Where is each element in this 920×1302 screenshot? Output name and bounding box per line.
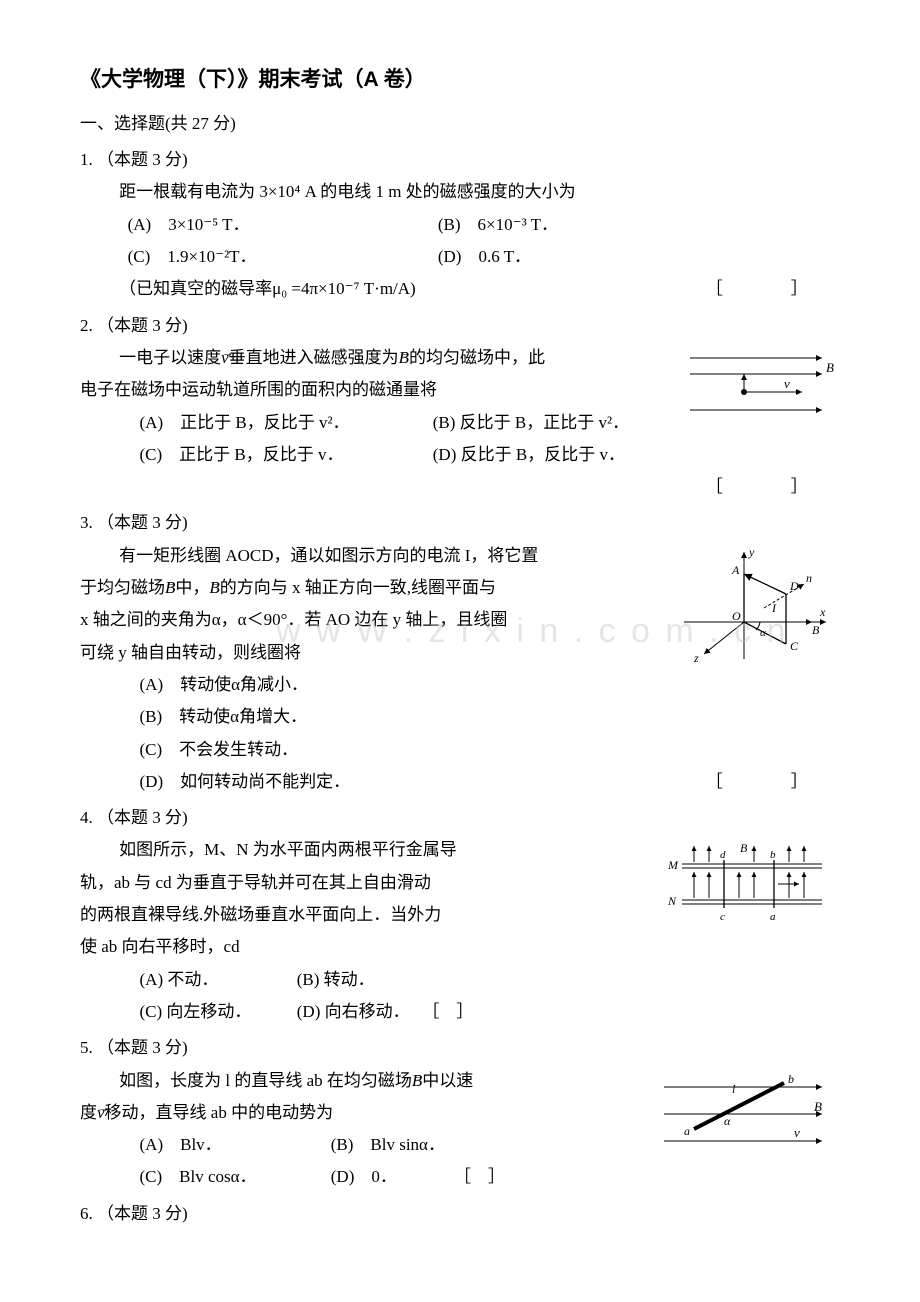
q4-opt-a: (A) 不动． xyxy=(140,964,293,996)
fig2-label-B: B xyxy=(826,360,834,375)
q2-opt-d: (D) 反比于 B，反比于 v． xyxy=(433,439,625,471)
q2-opt-b: (B) 反比于 B，正比于 v²． xyxy=(433,407,629,439)
q4-opt-b: (B) 转动． xyxy=(297,964,375,996)
answer-bracket: ［ ］ xyxy=(706,766,834,798)
q1-opt-b: (B) 6×10⁻³ T． xyxy=(438,209,558,241)
question-3: 3. （本题 3 分) y x z A O C D n I B α xyxy=(80,507,840,798)
answer-bracket: ［ ］ xyxy=(706,273,834,305)
q2-line1c: 的均匀磁场中，此 xyxy=(409,348,545,367)
q3-line2b: 中， xyxy=(175,578,209,597)
q4-num: 4. （本题 3 分) xyxy=(80,802,840,834)
question-4: 4. （本题 3 分) M N c a d b xyxy=(80,802,840,1028)
q6-num: 6. （本题 3 分) xyxy=(80,1198,840,1230)
fig3-D: D xyxy=(789,579,799,593)
fig4-B: B xyxy=(740,841,748,855)
fig3-z: z xyxy=(693,651,699,665)
q3-line2c: 的方向与 x 轴正方向一致,线圈平面与 xyxy=(220,578,496,597)
q3-opt-d: (D) 如何转动尚不能判定． xyxy=(140,772,351,791)
q5-opt-c: (C) Blv cosα． xyxy=(140,1161,327,1193)
q1-opt-a: (A) 3×10⁻⁵ T． xyxy=(128,209,434,241)
fig4-M: M xyxy=(667,858,679,872)
fig3-x: x xyxy=(819,605,826,619)
answer-bracket: ［ ］ xyxy=(422,1002,473,1021)
q1-num: 1. （本题 3 分) xyxy=(80,144,840,176)
q5-opt-a: (A) Blv． xyxy=(140,1129,327,1161)
section-heading: 一、选择题(共 27 分) xyxy=(80,108,840,140)
q2-opt-a: (A) 正比于 B，反比于 v²． xyxy=(140,407,429,439)
fig3-C: C xyxy=(790,639,799,653)
fig5-l: l xyxy=(732,1082,736,1096)
fig2-label-v: v xyxy=(784,376,790,391)
q3-opt-a: (A) 转动使α角减小． xyxy=(80,669,840,701)
fig4-c: c xyxy=(720,911,725,923)
q2-line1a: 一电子以速度 xyxy=(119,348,221,367)
fig3-A: A xyxy=(731,563,740,577)
fig3-n: n xyxy=(806,571,812,585)
q5-opt-b: (B) Blv sinα． xyxy=(331,1129,445,1161)
q3-opt-b: (B) 转动使α角增大． xyxy=(80,701,840,733)
q2-line1b: 垂直地进入磁感强度为 xyxy=(229,348,399,367)
q5-line2b: 移动，直导线 ab 中的电动势为 xyxy=(105,1103,334,1122)
q5-line1a: 如图，长度为 l 的直导线 ab 在均匀磁场 xyxy=(119,1071,412,1090)
fig3-I: I xyxy=(771,601,777,615)
question-5: 5. （本题 3 分) B v a b l α 如图，长度为 l 的直导线 ab… xyxy=(80,1032,840,1193)
fig3-O: O xyxy=(732,609,741,623)
q4-opt-d: (D) 向右移动． xyxy=(297,996,410,1028)
fig5-v: v xyxy=(794,1125,800,1140)
fig5-B: B xyxy=(814,1099,822,1114)
figure-q4: M N c a d b B xyxy=(654,838,834,928)
figure-q3: y x z A O C D n I B α xyxy=(674,544,834,674)
fig3-alpha: α xyxy=(760,627,766,639)
q5-num: 5. （本题 3 分) xyxy=(80,1032,840,1064)
question-2: 2. （本题 3 分) B v 一电子以速度 v 垂直地进入磁感强度为 B 的均匀磁场中… xyxy=(80,310,840,504)
q2-opt-c: (C) 正比于 B，反比于 v． xyxy=(140,439,429,471)
q1-opt-d: (D) 0.6 T． xyxy=(438,241,531,273)
q3-opt-c: (C) 不会发生转动． xyxy=(80,734,840,766)
q1-opt-c: (C) 1.9×10⁻²T． xyxy=(128,241,434,273)
q1-note: （已知真空的磁导率μ₀ =4π×10⁻⁷ T·m/A) xyxy=(119,279,416,298)
answer-bracket: ［ ］ xyxy=(706,471,834,503)
q4-line4: 使 ab 向右平移时，cd xyxy=(80,931,840,963)
fig4-a: a xyxy=(770,911,776,923)
answer-bracket: ［ ］ xyxy=(454,1167,505,1186)
question-6: 6. （本题 3 分) xyxy=(80,1198,840,1230)
q3-line2a: 于均匀磁场 xyxy=(80,578,165,597)
fig4-N: N xyxy=(667,894,677,908)
fig4-d: d xyxy=(720,849,726,861)
q4-opt-c: (C) 向左移动． xyxy=(140,996,293,1028)
figure-q2: B v xyxy=(684,346,834,424)
fig3-B: B xyxy=(812,623,820,637)
q5-line1b: 中以速 xyxy=(422,1071,473,1090)
fig5-b: b xyxy=(788,1072,794,1086)
q1-stem: 距一根载有电流为 3×10⁴ A 的电线 1 m 处的磁感强度的大小为 xyxy=(80,176,840,208)
fig3-y: y xyxy=(748,545,755,559)
q2-num: 2. （本题 3 分) xyxy=(80,310,840,342)
exam-title: 《大学物理（下）》期末考试（A 卷） xyxy=(80,60,840,100)
q5-opt-d: (D) 0． xyxy=(331,1161,450,1193)
fig4-b: b xyxy=(770,849,776,861)
q5-line2a: 度 xyxy=(80,1103,97,1122)
question-1: 1. （本题 3 分) 距一根载有电流为 3×10⁴ A 的电线 1 m 处的磁… xyxy=(80,144,840,305)
fig5-alpha: α xyxy=(724,1114,731,1128)
fig5-a: a xyxy=(684,1124,690,1138)
q3-num: 3. （本题 3 分) xyxy=(80,507,840,539)
figure-q5: B v a b l α xyxy=(654,1069,834,1159)
